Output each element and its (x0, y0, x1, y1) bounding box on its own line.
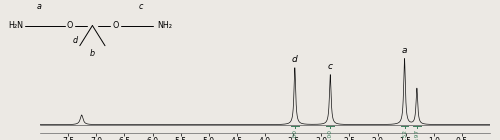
Text: O: O (112, 21, 118, 30)
Text: c: c (138, 2, 143, 11)
Text: 1.00: 1.00 (292, 129, 298, 140)
Text: a: a (402, 46, 407, 55)
Text: NH₂: NH₂ (158, 21, 172, 30)
Text: H₂N: H₂N (8, 21, 24, 30)
Text: 1.52: 1.52 (402, 129, 407, 140)
Text: O: O (66, 21, 72, 30)
Text: b: b (90, 49, 95, 58)
Text: c: c (328, 62, 333, 71)
Text: 1.00: 1.00 (328, 129, 333, 140)
Text: d: d (73, 36, 78, 45)
Text: a: a (37, 2, 42, 11)
Text: 0.97: 0.97 (414, 129, 420, 140)
Text: d: d (292, 55, 298, 64)
